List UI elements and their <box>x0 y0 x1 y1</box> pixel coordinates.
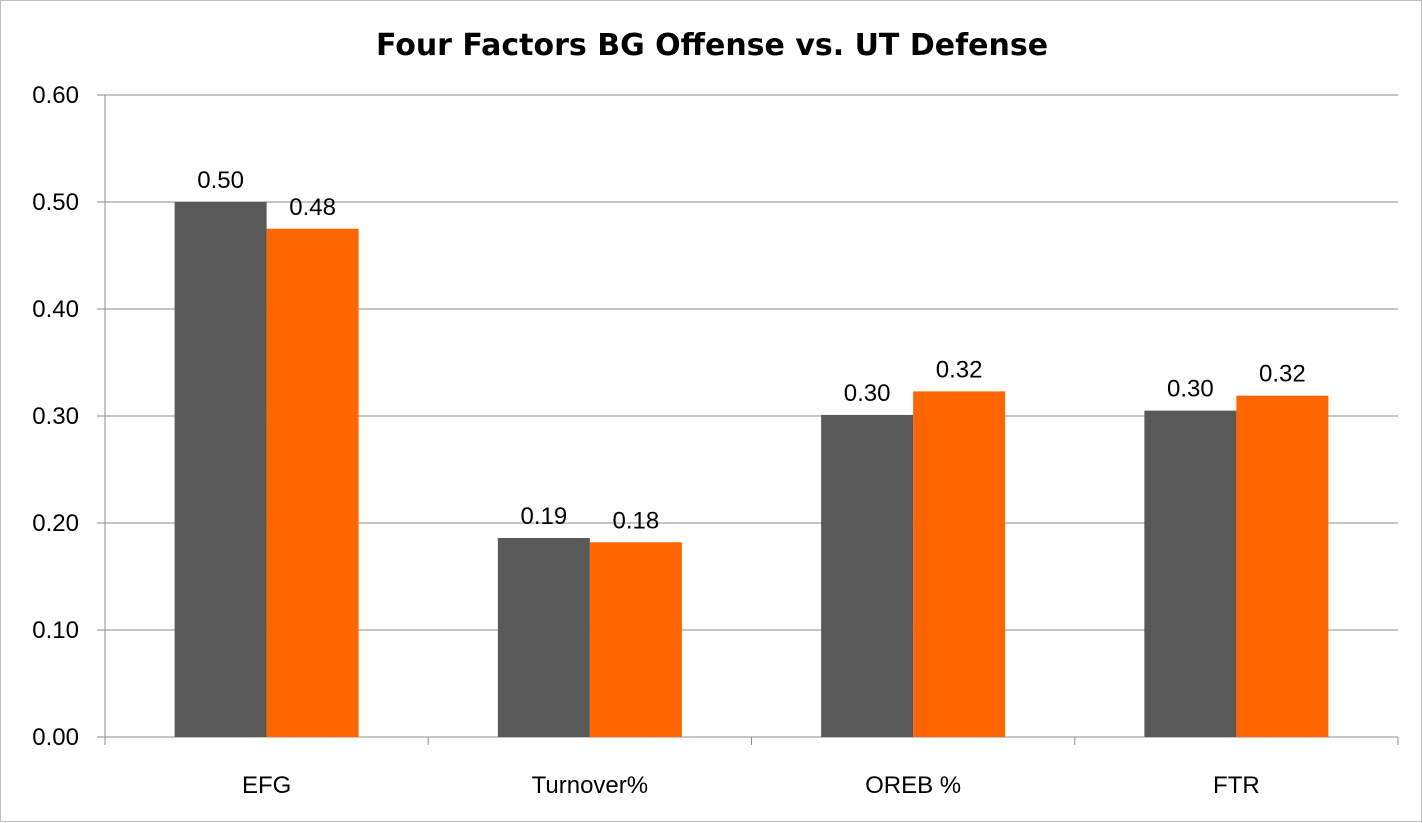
bars <box>174 202 1329 737</box>
data-label: 0.32 <box>1259 361 1306 388</box>
y-tick-label: 0.00 <box>32 724 79 751</box>
data-label: 0.32 <box>936 356 983 383</box>
axes: 0.00 0.10 0.20 0.30 0.40 0.50 0.60 EFG Turnover%… <box>32 82 1399 799</box>
bar <box>589 542 682 737</box>
data-label: 0.18 <box>613 507 660 534</box>
x-category-label: FTR <box>1213 772 1260 799</box>
bar <box>913 391 1006 737</box>
bar <box>174 202 267 737</box>
data-label: 0.19 <box>521 503 568 530</box>
data-label: 0.30 <box>1167 376 1214 403</box>
y-tick-label: 0.20 <box>32 510 79 537</box>
chart-title: Four Factors BG Offense vs. UT Defense <box>376 28 1048 63</box>
y-tick-label: 0.30 <box>32 403 79 430</box>
data-label: 0.50 <box>197 167 244 194</box>
bar <box>497 537 590 737</box>
bar <box>266 228 359 737</box>
y-tick-label: 0.60 <box>32 82 79 109</box>
x-category-label: OREB % <box>865 772 961 799</box>
y-tick-label: 0.50 <box>32 189 79 216</box>
bar <box>821 414 914 737</box>
y-tick-label: 0.40 <box>32 296 79 323</box>
x-category-label: Turnover% <box>532 772 648 799</box>
data-label: 0.30 <box>844 380 891 407</box>
data-label: 0.48 <box>289 194 336 221</box>
bar <box>1144 410 1237 737</box>
data-labels: 0.50 0.48 0.19 0.18 0.30 0.32 0.30 0.32 <box>197 167 1305 534</box>
y-tick-label: 0.10 <box>32 617 79 644</box>
bar <box>1236 395 1329 737</box>
x-category-label: EFG <box>242 772 291 799</box>
